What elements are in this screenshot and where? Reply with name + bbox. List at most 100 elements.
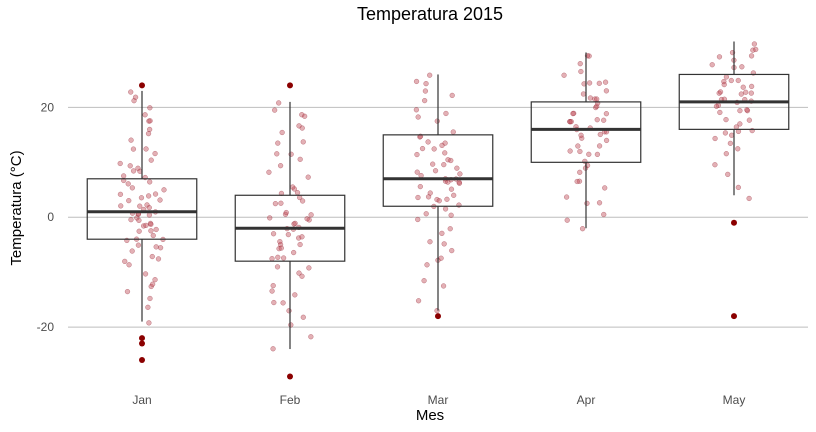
data-point	[147, 118, 153, 124]
data-point	[271, 299, 277, 306]
data-point	[725, 171, 731, 178]
data-point	[128, 89, 134, 95]
data-point	[451, 192, 457, 198]
data-point	[421, 97, 428, 104]
data-point	[454, 165, 460, 171]
data-point	[150, 232, 156, 239]
data-point	[305, 174, 311, 180]
data-point	[728, 77, 734, 84]
data-point	[292, 220, 298, 227]
data-point	[129, 185, 136, 191]
data-point	[434, 118, 440, 124]
data-point	[145, 304, 151, 310]
data-point	[442, 150, 448, 156]
data-point	[413, 78, 420, 85]
data-point	[601, 117, 607, 123]
data-point	[602, 185, 608, 191]
data-point	[118, 203, 124, 209]
data-point	[297, 241, 303, 248]
data-point	[125, 181, 131, 187]
data-point	[280, 255, 287, 261]
data-point	[285, 231, 292, 238]
data-point	[603, 88, 610, 94]
data-point	[423, 80, 429, 87]
data-point	[456, 180, 463, 186]
data-point	[748, 83, 755, 90]
data-point	[418, 172, 424, 179]
data-point	[442, 140, 448, 146]
data-point	[425, 139, 431, 145]
data-point	[274, 264, 281, 270]
data-point	[415, 298, 422, 304]
data-point	[275, 254, 281, 260]
data-point	[561, 72, 567, 78]
outlier-point	[139, 82, 145, 89]
data-point	[586, 53, 592, 59]
data-point	[740, 84, 746, 90]
data-point	[138, 195, 145, 201]
data-point	[136, 217, 142, 224]
y-tick-label: -20	[37, 320, 55, 334]
data-point	[414, 169, 420, 175]
data-point	[157, 245, 164, 251]
data-point	[276, 100, 282, 106]
x-axis-label: Mes	[416, 407, 444, 424]
data-point	[267, 215, 273, 221]
data-point	[270, 346, 276, 352]
jitter-points	[117, 41, 759, 352]
data-point	[419, 145, 426, 152]
data-point	[442, 206, 449, 212]
data-point	[574, 178, 580, 185]
data-point	[297, 156, 303, 162]
data-point	[568, 118, 574, 125]
data-point	[147, 179, 153, 185]
data-point	[575, 143, 581, 149]
data-point	[430, 161, 436, 167]
data-point	[414, 151, 420, 158]
data-point	[136, 228, 142, 234]
data-point	[441, 241, 447, 247]
data-point	[425, 194, 432, 200]
data-point	[448, 186, 455, 192]
data-point	[440, 283, 447, 289]
outlier-point	[139, 335, 145, 342]
data-point	[457, 171, 463, 177]
data-point	[723, 74, 730, 80]
data-point	[274, 151, 280, 157]
data-point	[577, 148, 583, 155]
data-point	[717, 89, 724, 95]
data-point	[296, 123, 302, 129]
data-point	[723, 151, 729, 157]
data-point	[735, 184, 742, 191]
data-point	[272, 200, 279, 207]
x-tick-label: Apr	[577, 393, 596, 407]
data-point	[450, 129, 456, 135]
x-tick-label: May	[723, 393, 746, 407]
data-point	[275, 140, 281, 146]
data-point	[145, 193, 152, 199]
data-point	[278, 200, 284, 206]
data-point	[126, 197, 132, 204]
outlier-point	[287, 82, 293, 89]
data-point	[737, 121, 743, 127]
data-point	[431, 146, 437, 152]
data-point	[594, 151, 601, 158]
data-point	[271, 107, 278, 113]
data-point	[299, 112, 305, 118]
outlier-point	[139, 340, 145, 347]
data-point	[434, 307, 440, 314]
data-point	[308, 334, 314, 340]
data-point	[439, 230, 445, 237]
data-point	[712, 135, 718, 142]
data-point	[447, 226, 453, 232]
data-point	[149, 253, 155, 260]
data-point	[122, 258, 128, 265]
data-point	[157, 197, 163, 203]
data-point	[120, 173, 127, 179]
data-point	[722, 130, 729, 136]
data-point	[744, 108, 751, 114]
data-point	[153, 244, 159, 250]
data-point	[288, 322, 294, 328]
data-point	[145, 130, 152, 137]
